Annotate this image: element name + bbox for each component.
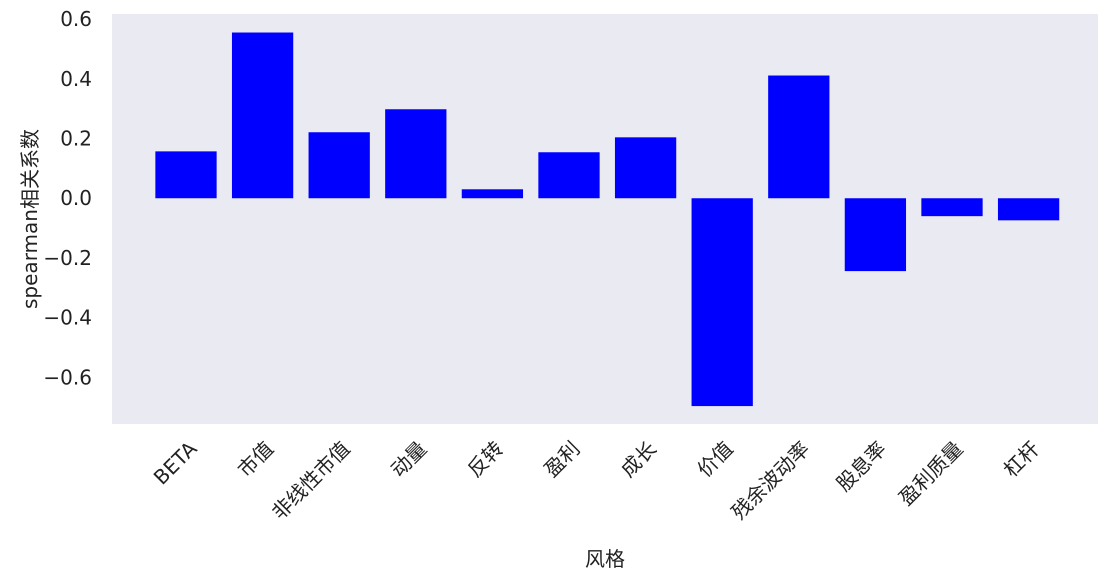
bar	[231, 32, 294, 199]
x-tick-label: 残余波动率	[727, 437, 815, 525]
bar	[844, 198, 907, 272]
bar	[691, 198, 753, 407]
x-tick-label: 盈利	[539, 437, 584, 482]
x-tick-label: 杠杆	[999, 437, 1044, 482]
y-tick-label: 0.2	[60, 127, 92, 151]
bar	[614, 137, 677, 199]
x-tick-label: BETA	[149, 436, 202, 489]
x-tick-label: 盈利质量	[894, 437, 968, 511]
y-tick-label: 0.0	[60, 186, 92, 210]
x-tick-label: 反转	[463, 437, 508, 482]
y-tick-label: −0.2	[43, 246, 92, 270]
bar	[155, 151, 217, 199]
bar	[538, 152, 600, 199]
x-tick-label: 市值	[233, 437, 278, 482]
y-axis-label: spearman相关系数	[18, 129, 42, 309]
bar	[308, 132, 370, 199]
x-tick-label: 成长	[616, 437, 661, 482]
y-tick-label: −0.4	[43, 306, 92, 330]
bar	[921, 198, 983, 217]
bar	[461, 189, 524, 199]
x-tick-label: 动量	[386, 437, 431, 482]
y-tick-label: −0.6	[43, 365, 92, 389]
x-tick-label: 价值	[692, 437, 737, 482]
bar	[768, 75, 830, 199]
x-axis-label: 风格	[585, 547, 625, 571]
y-tick-label: 0.4	[60, 67, 92, 91]
bar	[385, 109, 447, 199]
bar	[997, 198, 1060, 221]
x-tick-label: 股息率	[832, 437, 891, 496]
y-tick-label: 0.6	[60, 7, 92, 31]
x-tick-label: 非线性市值	[267, 437, 355, 525]
